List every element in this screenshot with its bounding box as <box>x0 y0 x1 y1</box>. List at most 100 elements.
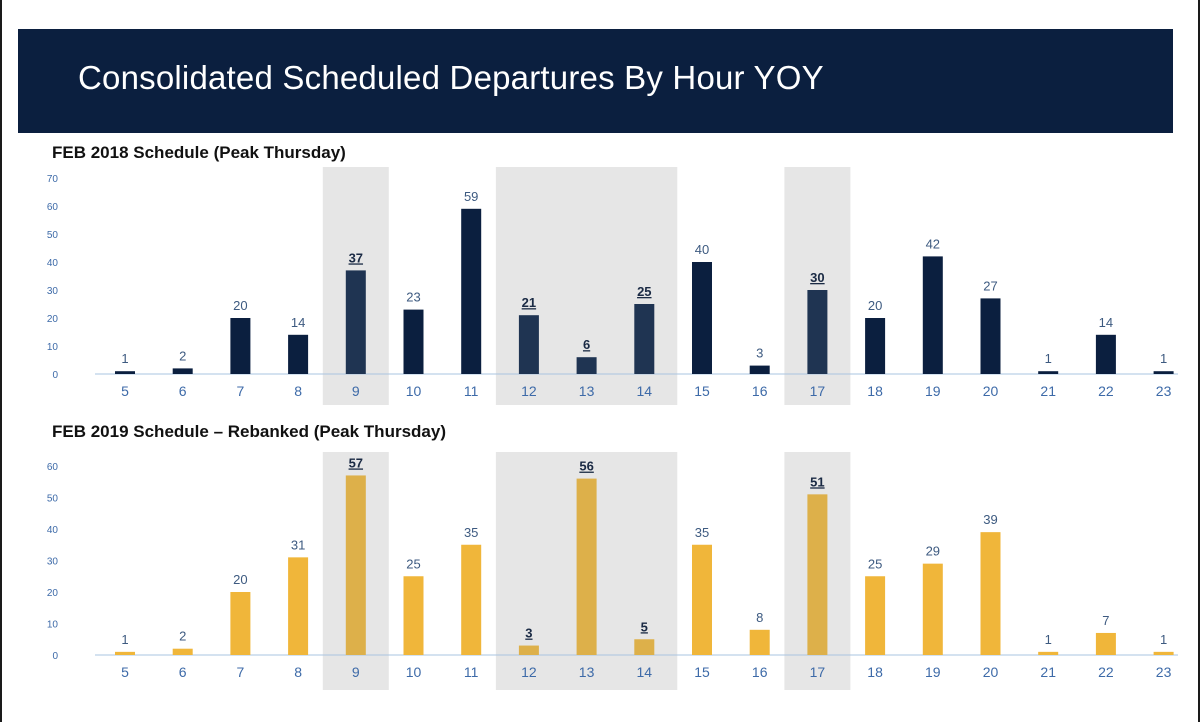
bar <box>403 309 424 374</box>
bar <box>980 298 1001 374</box>
x-tick-label: 18 <box>867 383 883 399</box>
data-label: 5 <box>641 619 648 634</box>
chart-2019-title: FEB 2019 Schedule – Rebanked (Peak Thurs… <box>52 422 446 441</box>
bar <box>518 315 539 374</box>
data-label: 31 <box>291 537 305 552</box>
data-label: 20 <box>233 298 247 313</box>
header-banner: Consolidated Scheduled Departures By Hou… <box>18 29 1173 133</box>
bar <box>1038 371 1059 374</box>
x-tick-label: 11 <box>464 664 479 680</box>
data-label: 1 <box>1160 632 1167 647</box>
y-tick-label: 40 <box>47 258 59 269</box>
x-tick-label: 6 <box>179 664 187 680</box>
x-tick-label: 17 <box>810 383 826 399</box>
y-tick-label: 50 <box>47 230 59 241</box>
x-tick-label: 16 <box>752 383 768 399</box>
bar <box>403 576 424 655</box>
bar <box>461 208 482 374</box>
data-label: 35 <box>695 525 709 540</box>
bar <box>288 334 309 374</box>
bar <box>115 371 135 374</box>
data-label: 8 <box>756 610 763 625</box>
data-label: 29 <box>926 544 940 559</box>
data-label: 23 <box>406 290 420 305</box>
data-label: 1 <box>121 632 128 647</box>
bar <box>288 557 309 655</box>
data-label: 40 <box>695 242 709 257</box>
bar <box>922 256 943 374</box>
frame-left-border <box>0 0 2 722</box>
data-label: 37 <box>349 250 363 265</box>
bar <box>576 357 597 374</box>
x-tick-label: 13 <box>579 383 595 399</box>
x-tick-label: 5 <box>121 664 129 680</box>
x-tick-label: 17 <box>810 664 826 680</box>
x-tick-label: 11 <box>464 383 479 399</box>
x-tick-label: 9 <box>352 664 360 680</box>
data-label: 20 <box>233 572 247 587</box>
bar <box>807 290 828 374</box>
x-tick-label: 7 <box>237 664 245 680</box>
data-label: 3 <box>525 626 532 641</box>
data-label: 1 <box>121 351 128 366</box>
y-tick-label: 50 <box>47 494 59 505</box>
data-label: 1 <box>1160 351 1167 366</box>
bar <box>230 592 251 655</box>
bar <box>1153 371 1174 374</box>
x-tick-label: 20 <box>983 664 999 680</box>
x-tick-label: 5 <box>121 383 129 399</box>
bar <box>634 639 655 655</box>
bar <box>865 318 886 374</box>
x-tick-label: 15 <box>694 383 710 399</box>
y-tick-label: 60 <box>47 202 59 213</box>
x-tick-label: 21 <box>1040 383 1056 399</box>
y-tick-label: 70 <box>47 174 59 185</box>
x-tick-label: 21 <box>1040 664 1056 680</box>
data-label: 1 <box>1045 632 1052 647</box>
bar <box>807 494 828 655</box>
data-label: 35 <box>464 525 478 540</box>
y-tick-label: 10 <box>47 620 59 631</box>
y-tick-label: 10 <box>47 342 59 353</box>
x-tick-label: 10 <box>406 383 422 399</box>
y-tick-label: 0 <box>52 370 58 381</box>
x-tick-label: 23 <box>1156 383 1172 399</box>
bar <box>518 645 539 655</box>
frame-right-border <box>1198 0 1200 722</box>
x-tick-label: 13 <box>579 664 595 680</box>
y-tick-label: 20 <box>47 314 59 325</box>
data-label: 6 <box>583 337 590 352</box>
bar <box>749 629 770 655</box>
data-label: 2 <box>179 629 186 644</box>
bar <box>1153 651 1174 655</box>
bar <box>1095 632 1116 655</box>
bar <box>172 648 193 655</box>
bar <box>922 563 943 655</box>
x-tick-label: 12 <box>521 664 537 680</box>
x-tick-label: 6 <box>179 383 187 399</box>
x-tick-label: 9 <box>352 383 360 399</box>
bar <box>865 576 886 655</box>
bar <box>576 478 597 655</box>
data-label: 25 <box>868 556 882 571</box>
bar <box>1038 651 1059 655</box>
bar <box>461 544 482 655</box>
x-tick-label: 22 <box>1098 383 1114 399</box>
y-tick-label: 40 <box>47 525 59 536</box>
x-tick-label: 14 <box>637 664 653 680</box>
x-tick-label: 19 <box>925 383 941 399</box>
bar <box>345 475 366 655</box>
y-tick-label: 30 <box>47 286 59 297</box>
bar <box>692 544 712 655</box>
data-label: 27 <box>983 278 997 293</box>
data-label: 59 <box>464 189 478 204</box>
data-label: 30 <box>810 270 824 285</box>
data-label: 20 <box>868 298 882 313</box>
y-tick-label: 20 <box>47 588 59 599</box>
x-tick-label: 10 <box>406 664 422 680</box>
x-tick-label: 12 <box>521 383 537 399</box>
data-label: 2 <box>179 348 186 363</box>
x-tick-label: 19 <box>925 664 941 680</box>
